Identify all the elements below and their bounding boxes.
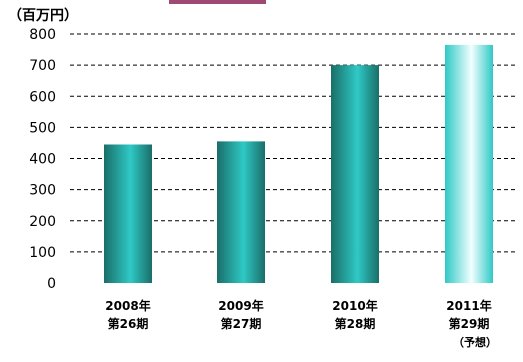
y-tick-label: 800 <box>29 27 56 43</box>
y-tick-label: 300 <box>29 183 56 199</box>
y-tick-label: 200 <box>29 214 56 230</box>
header-accent-band <box>169 0 266 4</box>
x-tick-label-period: 第27期 <box>221 316 262 331</box>
x-tick-label-year: 2011年 <box>446 298 491 313</box>
y-axis-unit-label: （百万円） <box>8 8 78 24</box>
x-tick-label-period: 第29期 <box>449 316 490 331</box>
bar <box>104 144 152 283</box>
y-tick-label: 400 <box>29 152 56 168</box>
bar <box>217 141 265 283</box>
x-tick-label-year: 2010年 <box>332 298 377 313</box>
x-tick-label-forecast: （予想） <box>453 335 497 349</box>
bars <box>104 44 493 283</box>
y-tick-label: 600 <box>29 89 56 105</box>
y-axis-ticks: 0 100 200 300 400 500 600 700 800 <box>29 27 56 292</box>
bar <box>445 44 493 283</box>
x-tick-label-period: 第26期 <box>108 316 149 331</box>
y-tick-label: 700 <box>29 58 56 74</box>
x-tick-label-year: 2008年 <box>105 298 150 313</box>
y-tick-label: 0 <box>47 276 56 292</box>
gridlines <box>70 33 518 253</box>
bar <box>331 65 379 283</box>
y-tick-label: 100 <box>29 245 56 261</box>
x-tick-label-year: 2009年 <box>218 298 263 313</box>
y-tick-label: 500 <box>29 120 56 136</box>
x-tick-label-period: 第28期 <box>335 316 376 331</box>
